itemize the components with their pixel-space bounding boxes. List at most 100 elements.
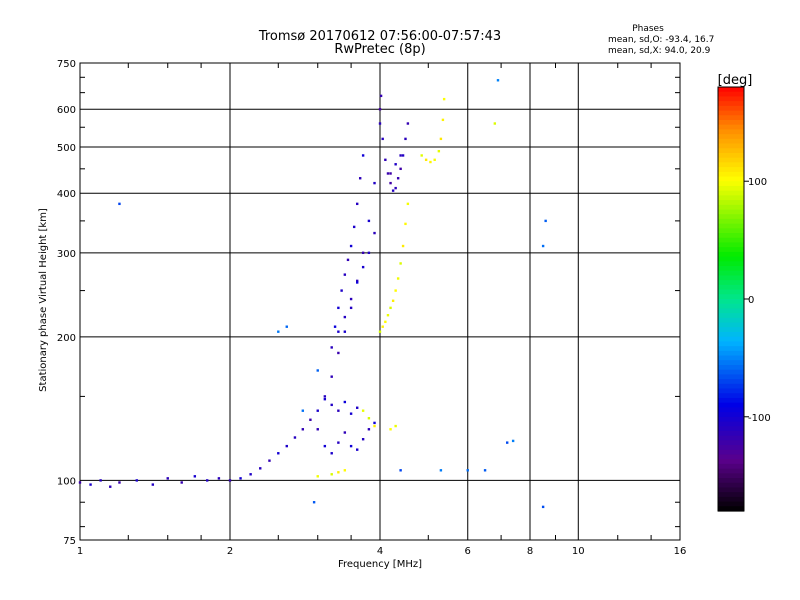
colorbar-segment <box>718 110 744 116</box>
colorbar-segment <box>718 256 744 262</box>
echo-point <box>337 330 340 333</box>
colorbar-segment <box>718 91 744 98</box>
colorbar-segment <box>718 421 744 427</box>
echo-point <box>406 202 410 206</box>
colorbar-segment <box>718 350 744 357</box>
echo-point <box>379 94 383 98</box>
y-tick-label: 600 <box>57 105 76 116</box>
echo-point <box>367 251 371 255</box>
colorbar-segment <box>718 190 744 196</box>
echo-point <box>228 479 232 482</box>
colorbar-segment <box>718 171 744 178</box>
echo-point <box>358 177 362 180</box>
colorbar-segment <box>718 247 744 253</box>
chart-subtitle: RwPretec (8p) <box>334 42 425 57</box>
echo-point <box>349 412 353 415</box>
echo-point <box>337 306 340 310</box>
colorbar-segment <box>718 157 744 163</box>
echo-point <box>373 424 376 428</box>
echo-point <box>349 244 353 248</box>
y-tick-label: 750 <box>57 59 76 70</box>
colorbar-segment <box>718 181 744 187</box>
echo-point <box>333 325 337 328</box>
colorbar-tick-label: 100 <box>748 177 767 188</box>
echo-point <box>378 108 382 111</box>
colorbar-segment <box>718 233 744 239</box>
x-tick-label: 1 <box>77 546 83 557</box>
colorbar-segment <box>718 355 744 361</box>
echo-point <box>343 330 347 333</box>
echo-point <box>330 375 333 378</box>
echo-point <box>277 452 280 455</box>
colorbar-segment <box>718 313 744 319</box>
echo-point <box>367 428 371 431</box>
echo-point <box>301 409 305 412</box>
colorbar-segment <box>718 379 744 385</box>
echo-point <box>381 137 384 141</box>
echo-point <box>316 409 319 412</box>
colorbar-segment <box>718 331 744 338</box>
echo-point <box>386 313 390 317</box>
echo-point <box>373 421 376 425</box>
echo-point <box>316 369 319 372</box>
echo-point <box>205 479 209 482</box>
colorbar-segment <box>718 143 744 149</box>
colorbar-segment <box>718 440 744 446</box>
echo-point <box>312 501 316 504</box>
echo-point <box>301 428 305 431</box>
colorbar-segment <box>718 223 744 229</box>
echo-point <box>399 262 402 265</box>
colorbar-segment <box>718 101 744 107</box>
echo-point <box>544 219 547 223</box>
echo-point <box>401 154 405 157</box>
colorbar-segment <box>718 341 744 347</box>
echo-point <box>429 160 432 164</box>
echo-point <box>355 448 359 451</box>
echo-point <box>340 289 343 292</box>
colorbar-segment <box>718 251 744 258</box>
echo-point <box>483 469 487 472</box>
colorbar-segment <box>718 270 744 277</box>
echo-point <box>439 137 443 141</box>
echo-point <box>424 158 428 162</box>
echo-point <box>399 167 402 171</box>
colorbar-segment <box>718 105 744 112</box>
colorbar-segment <box>718 468 744 474</box>
echo-point <box>337 409 340 412</box>
echo-point <box>399 469 402 472</box>
colorbar-segment <box>718 482 744 489</box>
echo-point <box>439 469 443 472</box>
phases-box-o-stats: mean, sd,O: -93.4, 16.7 <box>608 35 714 45</box>
colorbar-segment <box>718 478 744 484</box>
echo-point <box>99 479 102 482</box>
echo-point <box>343 431 347 434</box>
echo-point <box>118 481 121 484</box>
echo-point <box>389 172 392 175</box>
echo-point <box>109 485 112 488</box>
echo-point <box>541 244 545 248</box>
echo-point <box>378 122 382 125</box>
colorbar-segment <box>718 412 744 418</box>
x-tick-label: 4 <box>377 546 383 557</box>
colorbar-segment <box>718 204 744 211</box>
echo-point <box>361 409 365 412</box>
echo-point <box>89 483 92 486</box>
colorbar-segment <box>718 435 744 441</box>
echo-point <box>349 306 353 310</box>
colorbar-segment <box>718 501 744 507</box>
echo-point <box>343 400 347 404</box>
echo-point <box>406 122 410 125</box>
colorbar-segment <box>718 492 744 498</box>
colorbar-segment <box>718 383 744 390</box>
colorbar-segment <box>718 242 744 248</box>
echo-point <box>323 397 327 401</box>
colorbar-segment <box>718 463 744 470</box>
echo-point <box>396 277 400 280</box>
echo-point <box>361 154 365 157</box>
echo-point <box>330 452 333 455</box>
colorbar-segment <box>718 261 744 267</box>
echo-point <box>78 481 82 484</box>
echo-point <box>391 299 395 302</box>
colorbar-segment <box>718 487 744 493</box>
echo-point <box>355 202 359 206</box>
